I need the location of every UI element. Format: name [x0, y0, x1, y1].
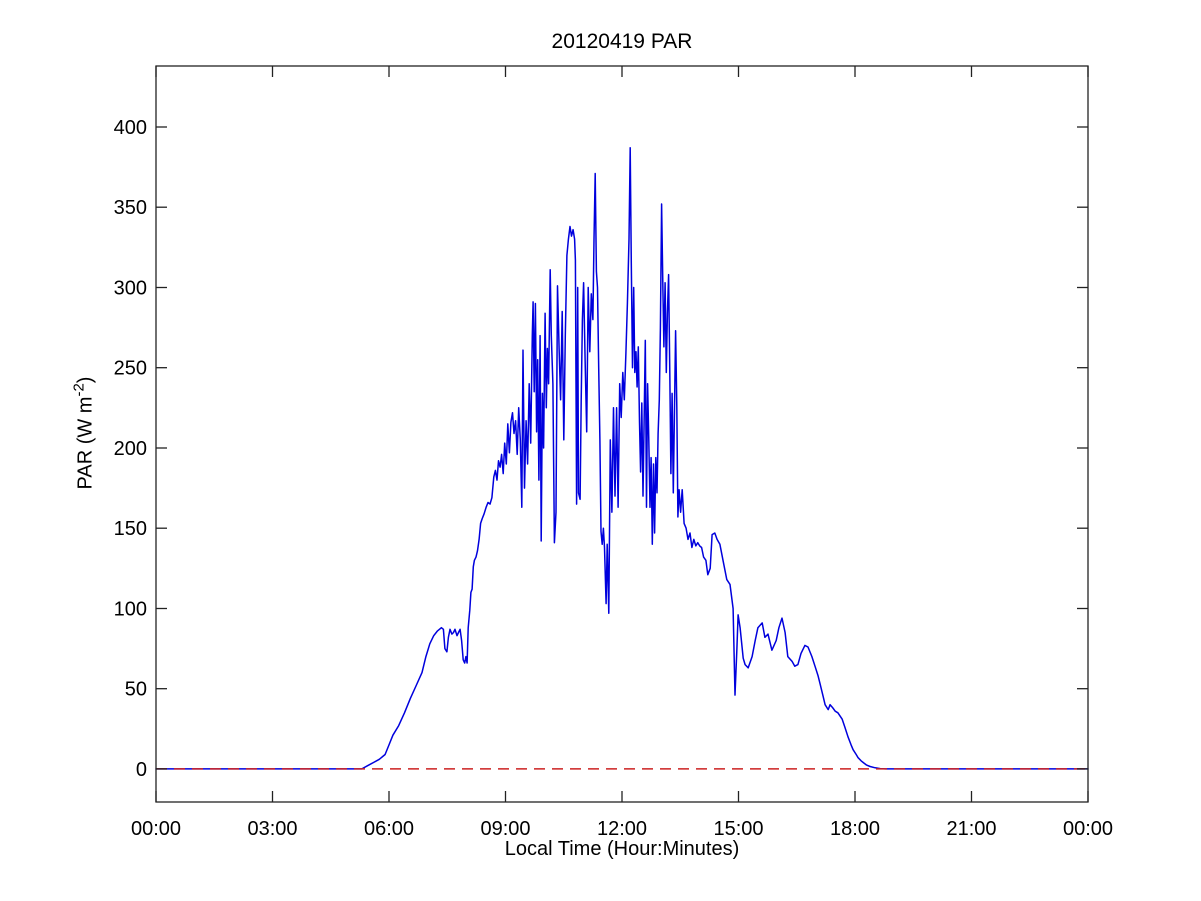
axes-box	[155, 65, 1089, 803]
y-tick-label: 150	[114, 518, 147, 540]
x-axis-label: Local Time (Hour:Minutes)	[504, 838, 740, 860]
x-tick-label: 06:00	[364, 818, 414, 840]
y-tick-label: 200	[114, 438, 147, 460]
x-tick-label: 18:00	[830, 818, 880, 840]
x-tick-label: 15:00	[713, 818, 763, 840]
x-tick-label: 03:00	[247, 818, 297, 840]
y-tick-label: 400	[114, 117, 147, 139]
chart-title: 20120419 PAR	[551, 30, 693, 53]
y-tick-label: 350	[114, 197, 147, 219]
y-tick-label: 250	[114, 358, 147, 380]
x-tick-label: 00:00	[131, 818, 181, 840]
y-tick-label: 100	[114, 599, 147, 621]
x-tick-label: 00:00	[1063, 818, 1113, 840]
y-tick-label: 50	[125, 679, 147, 701]
x-tick-label: 09:00	[480, 818, 530, 840]
y-tick-label: 300	[114, 278, 147, 300]
par-series-line	[155, 147, 1089, 770]
x-tick-label: 12:00	[597, 818, 647, 840]
x-tick-label: 21:00	[946, 818, 996, 840]
y-tick-label: 0	[136, 759, 147, 781]
